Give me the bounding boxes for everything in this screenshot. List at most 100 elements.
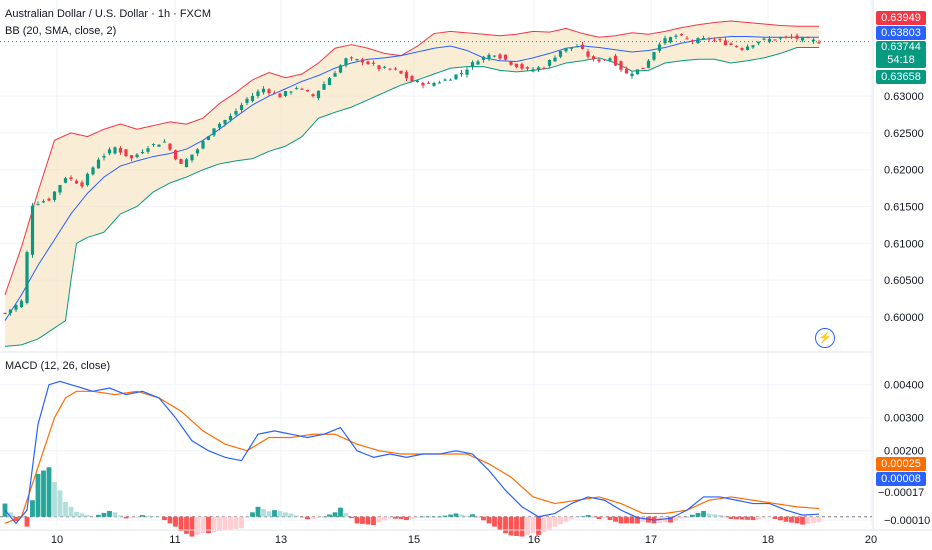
time-axis-tick: 11: [169, 534, 180, 546]
candle-body: [531, 69, 535, 72]
macd-histogram-bar: [767, 516, 772, 518]
candle-body: [349, 57, 354, 59]
candle-body: [762, 38, 766, 40]
candle-body: [575, 46, 579, 48]
macd-histogram-bar: [30, 500, 35, 517]
macd-histogram-bar: [316, 516, 321, 518]
macd-histogram-bar: [8, 512, 13, 517]
macd-histogram-bar: [156, 516, 162, 518]
macd-histogram-bar: [426, 516, 431, 518]
macd-histogram-bar: [629, 516, 635, 524]
candle-body: [679, 34, 684, 36]
macd-histogram-bar: [327, 514, 332, 517]
bollinger-legend[interactable]: BB (20, SMA, close, 2): [5, 25, 117, 37]
candle-body: [778, 37, 783, 39]
candle-body: [30, 205, 35, 255]
macd-histogram-bar: [536, 516, 541, 535]
candle-body: [509, 61, 513, 65]
lightning-icon[interactable]: ⚡: [815, 328, 835, 348]
macd-histogram-bar: [734, 516, 739, 520]
macd-histogram-bar: [772, 516, 778, 519]
macd-histogram-bar: [530, 516, 536, 534]
macd-histogram-bar: [310, 516, 316, 519]
candle-body: [619, 61, 623, 70]
macd-histogram-bar: [228, 516, 233, 530]
candle-body: [140, 151, 145, 154]
macd-value-label: 0.00008: [876, 472, 926, 486]
price-axis-tick: 0.62000: [884, 165, 924, 177]
macd-histogram-bar: [547, 516, 552, 530]
macd-histogram-bar: [255, 506, 261, 517]
bb-upper-price-label: 0.63949: [876, 11, 926, 25]
candle-body: [393, 68, 398, 70]
macd-histogram-bar: [624, 516, 629, 524]
candle-body: [388, 68, 392, 70]
candle-body: [657, 44, 662, 51]
candle-body: [168, 143, 172, 150]
candle-body: [635, 69, 640, 75]
macd-histogram-bar: [162, 516, 167, 521]
candle-body: [718, 39, 722, 41]
macd-histogram-bar: [233, 516, 239, 529]
candle-body: [338, 65, 343, 73]
candle-body: [756, 41, 761, 44]
macd-signal-line: [4, 390, 820, 524]
candle-body: [608, 58, 612, 61]
macd-histogram-bar: [728, 516, 734, 519]
macd-histogram-bar: [558, 516, 563, 525]
macd-axis-tick: 0.00300: [884, 413, 924, 425]
candle-body: [179, 159, 183, 164]
macd-histogram-bar: [217, 516, 222, 532]
candle-body: [514, 63, 519, 68]
candle-body: [102, 155, 106, 158]
candle-body: [470, 62, 475, 68]
candle-body: [278, 93, 282, 98]
macd-histogram-bar: [261, 509, 266, 517]
candle-body: [223, 120, 227, 124]
macd-legend[interactable]: MACD (12, 26, close): [5, 360, 111, 372]
candle-body: [591, 56, 596, 60]
candle-body: [811, 39, 816, 42]
candle-body: [228, 115, 233, 121]
candle-body: [80, 182, 84, 187]
candle-body: [630, 73, 634, 77]
macd-line: [4, 380, 820, 525]
candle-body: [261, 88, 266, 93]
candle-body: [360, 59, 365, 63]
macd-histogram-bar: [497, 516, 503, 530]
macd-histogram-bar: [470, 514, 475, 517]
macd-histogram-bar: [673, 516, 679, 521]
macd-histogram-bar: [338, 507, 343, 517]
macd-histogram-bar: [481, 516, 486, 521]
candle-body: [146, 148, 150, 152]
candle-body: [135, 154, 139, 158]
macd-histogram-bar: [778, 516, 783, 521]
macd-histogram-bar: [607, 516, 613, 521]
macd-histogram-bar: [541, 516, 547, 533]
macd-histogram-bar: [387, 516, 393, 519]
macd-histogram-bar: [695, 512, 701, 517]
candle-body: [685, 38, 689, 40]
macd-signal-label: 0.00025: [876, 457, 926, 471]
candle-body: [525, 67, 530, 69]
bollinger-fill: [5, 21, 819, 347]
candle-body: [234, 111, 238, 115]
macd-histogram-bar: [464, 515, 470, 517]
macd-histogram-bar: [745, 516, 750, 520]
bar-countdown: 54:18: [887, 54, 915, 66]
candle-body: [41, 201, 46, 203]
macd-histogram-bar: [189, 516, 195, 537]
candle-body: [646, 60, 651, 68]
macd-histogram-bar: [24, 516, 30, 527]
macd-histogram-bar: [178, 516, 184, 532]
macd-histogram-bar: [63, 501, 68, 517]
candle-body: [734, 45, 739, 48]
candle-body: [333, 73, 337, 77]
macd-histogram-bar: [211, 516, 217, 533]
macd-histogram-bar: [789, 516, 794, 523]
macd-histogram-bar: [360, 516, 365, 524]
candle-body: [173, 150, 178, 160]
candle-body: [399, 70, 403, 74]
macd-histogram-bar: [332, 512, 338, 517]
